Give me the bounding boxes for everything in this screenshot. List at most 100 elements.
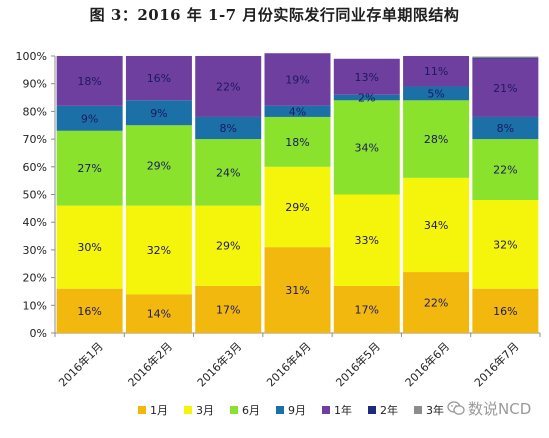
chat-bubble-icon [447,401,465,415]
data-label: 13% [355,71,379,84]
bar-segment [56,105,123,131]
bar-segment [333,194,400,286]
data-label: 14% [147,308,171,321]
bar-segment [403,272,470,333]
y-tick-label: 70% [23,133,47,146]
data-label: 22% [424,297,448,310]
data-label: 16% [77,305,101,318]
x-tick-label: 2016年7月 [471,339,521,389]
data-label: 17% [355,303,379,316]
bar-segment [472,139,539,201]
data-label: 29% [147,159,171,172]
watermark-text: 数说NCD [468,400,532,418]
axes: 0% 10% 20% 30% 40% 50% 60% 70% 80% 90% 100% [16,50,541,340]
y-tick-label: 80% [23,105,47,118]
bar-segment [195,205,262,286]
data-label: 8% [497,122,514,135]
bar-segment [264,166,331,248]
y-tick-label: 10% [23,299,47,312]
bar-segment [264,105,331,117]
legend: 1月 3月 6月 9月 1年 2年 3年 [138,403,444,417]
data-label: 22% [216,80,240,93]
data-label: 16% [147,72,171,85]
bar-segment [403,86,470,101]
data-label: 32% [493,238,517,251]
y-tick-label: 20% [23,272,47,285]
bar-segment [264,53,331,106]
data-label: 27% [77,162,101,175]
bar-segment [56,288,123,333]
legend-swatch [322,406,330,414]
y-tick-label: 0% [30,327,47,340]
bar-segment [125,100,192,126]
bar-segment [195,285,262,333]
y-tick-label: 100% [16,50,47,63]
x-tick-label: 2016年6月 [402,339,452,389]
legend-label: 2年 [380,403,398,417]
bar-segment [403,100,470,178]
x-tick-label: 2016年3月 [194,339,244,389]
data-label: 19% [285,74,309,87]
data-label: 16% [493,305,517,318]
data-label: 9% [81,112,98,125]
x-tick-label: 2016年2月 [125,339,175,389]
x-tick-label: 2016年4月 [263,339,313,389]
bar-segment [264,247,331,333]
legend-swatch [414,406,422,414]
legend-swatch [230,406,238,414]
bar-segment [333,100,400,195]
data-label: 5% [427,87,444,100]
y-tick-label: 60% [23,161,47,174]
watermark: 数说NCD [447,398,531,419]
bar-segment [472,288,539,333]
y-tick-label: 90% [23,78,47,91]
bar-segment [472,116,539,140]
bar-segment [125,205,192,295]
data-label: 2% [358,92,375,105]
data-label: 17% [216,303,240,316]
bar-segment [333,94,400,101]
legend-label: 1年 [334,403,352,417]
bar-segment [472,200,539,289]
legend-swatch [368,406,376,414]
bar-segment [56,205,123,289]
data-label: 4% [289,105,306,118]
legend-swatch [138,406,146,414]
bar-labels: 16% 30% 27% 9% 18% 14% 32% 29% 9% 16% 17% 29% 24% 8% 2… [77,65,517,320]
data-label: 33% [355,234,379,247]
bar-segment [472,58,539,117]
legend-label: 9月 [288,404,306,417]
data-label: 31% [285,284,309,297]
legend-swatch [276,406,284,414]
data-label: 9% [150,107,167,120]
bar-segment [125,56,192,101]
x-tick-label: 2016年5月 [333,339,383,389]
bar-segment [195,116,262,140]
data-label: 11% [424,65,448,78]
y-tick-label: 40% [23,216,47,229]
data-label: 32% [147,244,171,257]
bar-segment [125,125,192,206]
bar-segment [195,56,262,117]
bar-segment [403,177,470,273]
data-label: 21% [493,82,517,95]
bar-segment [56,130,123,206]
chart-title: 图 3：2016 年 1-7 月份实际发行同业存单期限结构 [89,6,460,24]
data-label: 34% [424,219,448,232]
legend-label: 6月 [242,404,260,417]
data-label: 22% [493,164,517,177]
data-label: 28% [424,133,448,146]
data-label: 18% [285,136,309,149]
data-label: 29% [285,201,309,214]
bar-segment [195,139,262,206]
bar-segment [333,285,400,333]
y-tick-label: 30% [23,244,47,257]
bar-segment [264,116,331,167]
legend-label: 3月 [196,404,214,417]
bar-segment [56,56,123,106]
data-label: 24% [216,166,240,179]
data-label: 29% [216,240,240,253]
data-label: 34% [355,141,379,154]
legend-label: 1月 [150,404,168,417]
